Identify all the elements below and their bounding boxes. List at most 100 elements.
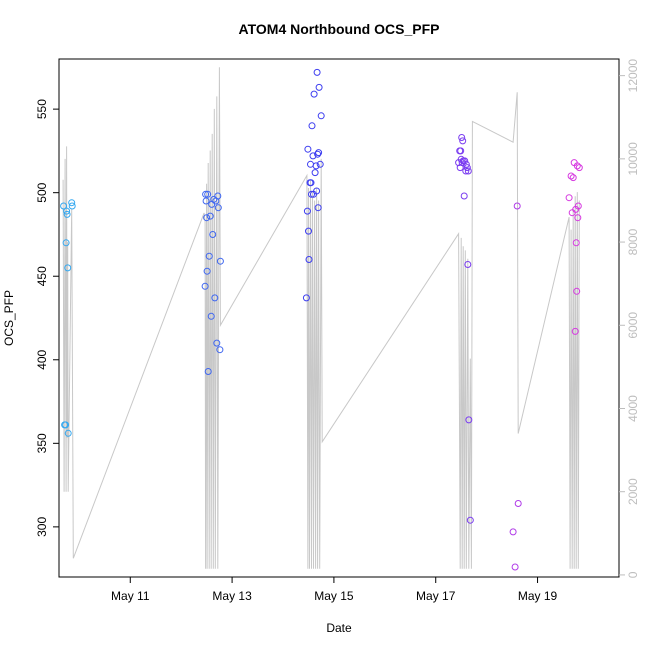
data-point (460, 192, 468, 200)
x-tick-label: May 17 (416, 589, 456, 603)
data-point (575, 164, 583, 172)
y-tick-label: 500 (35, 182, 49, 202)
data-point (60, 202, 68, 210)
data-point (313, 187, 321, 195)
chart-title: ATOM4 Northbound OCS_PFP (239, 21, 440, 37)
data-point (310, 90, 318, 98)
data-point (214, 192, 222, 200)
data-point (309, 152, 317, 160)
data-point (513, 202, 521, 210)
y-axis-right: 0 2000 4000 6000 8000 10000 12000 (619, 59, 640, 578)
data-point (68, 202, 76, 210)
data-point (514, 500, 522, 507)
y-tick-label: 550 (35, 99, 49, 119)
data-point (314, 150, 322, 158)
data-point (573, 287, 581, 295)
data-point (466, 516, 474, 524)
data-point (574, 214, 582, 222)
data-point (462, 160, 470, 168)
x-tick-label: May 15 (314, 589, 354, 603)
data-point (316, 160, 324, 168)
data-point (511, 563, 519, 571)
data-point (567, 172, 575, 180)
data-point (572, 239, 580, 247)
data-point (311, 169, 319, 177)
data-point (308, 122, 316, 130)
data-point (209, 231, 217, 238)
data-point (211, 294, 219, 302)
data-point (463, 164, 471, 172)
scatter-points-layer (60, 68, 583, 571)
data-point (210, 195, 218, 203)
y2-tick-label: 4000 (626, 395, 640, 422)
x-tick-label: May 13 (212, 589, 252, 603)
y2-tick-label: 8000 (626, 228, 640, 255)
data-point (204, 368, 212, 375)
x-tick-label: May 11 (111, 589, 150, 603)
data-point (64, 264, 72, 272)
data-point (317, 112, 325, 120)
data-point (203, 267, 211, 275)
y2-tick-label: 2000 (626, 478, 640, 505)
x-axis: May 11 May 13 May 15 May 17 May 19 (111, 577, 558, 603)
x-tick-label: May 19 (518, 589, 558, 603)
data-point (63, 210, 71, 218)
data-point (457, 147, 465, 155)
data-point (459, 137, 467, 145)
data-point (302, 294, 310, 302)
data-point (213, 339, 221, 347)
data-point (305, 256, 313, 263)
data-point (315, 83, 323, 91)
data-point (206, 212, 214, 220)
plot-frame (58, 58, 620, 578)
altitude-line (62, 67, 580, 569)
data-point (457, 155, 465, 163)
data-point (315, 149, 323, 157)
data-point (573, 162, 581, 170)
data-point (509, 528, 517, 536)
data-point (461, 157, 469, 165)
data-point (565, 194, 573, 202)
data-point (313, 68, 321, 76)
data-point (202, 197, 210, 205)
data-point (305, 227, 312, 235)
data-point (314, 204, 322, 212)
y-axis-left: 300 350 400 450 500 550 (35, 99, 59, 537)
data-point (574, 202, 582, 210)
data-point (62, 239, 70, 247)
data-point (303, 207, 311, 215)
data-point (464, 261, 472, 268)
data-point (312, 162, 320, 170)
data-point (202, 190, 210, 198)
x-axis-label: Date (326, 621, 352, 635)
data-point (465, 416, 473, 424)
y2-tick-label: 12000 (626, 59, 640, 93)
y-tick-label: 350 (35, 433, 49, 453)
data-point (458, 134, 466, 141)
data-point (207, 312, 215, 320)
y2-tick-label: 0 (626, 571, 640, 578)
y2-tick-label: 10000 (626, 142, 640, 176)
data-point (64, 429, 72, 437)
y-tick-label: 450 (35, 266, 49, 286)
y-tick-label: 300 (35, 517, 49, 537)
data-point (62, 421, 70, 429)
data-point (68, 199, 76, 207)
y-tick-label: 400 (35, 349, 49, 369)
data-point (63, 207, 71, 215)
data-point (214, 204, 222, 212)
data-point (569, 174, 577, 182)
data-point (462, 167, 470, 175)
data-point (203, 214, 211, 222)
data-point (571, 327, 579, 335)
data-point (205, 252, 213, 260)
data-point (464, 167, 472, 175)
y-axis-label: OCS_PFP (2, 290, 16, 346)
y2-tick-label: 6000 (626, 312, 640, 339)
data-point (201, 282, 209, 290)
data-point (307, 179, 315, 187)
altitude-line-layer (62, 67, 580, 569)
data-point (308, 190, 315, 198)
data-point (216, 346, 224, 354)
